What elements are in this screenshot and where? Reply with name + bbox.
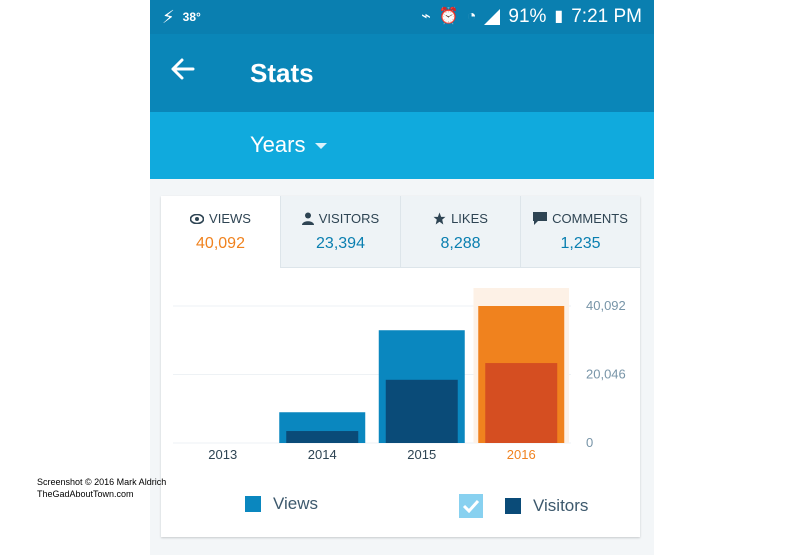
- caret-down-icon: [315, 143, 328, 149]
- legend-views: Views: [245, 494, 318, 514]
- legend-visitors: Visitors: [459, 494, 588, 518]
- stat-tabs: VIEWS 40,092 VISITORS 23,394 LIKES 8,288: [161, 196, 640, 268]
- bar-chart: 2013 2014 2015 2016 40,092 20,046 0: [161, 268, 640, 468]
- legend-swatch-views: [245, 496, 261, 512]
- y-tick-label: 0: [586, 435, 593, 450]
- tab-comments[interactable]: COMMENTS 1,235: [521, 196, 640, 268]
- tab-visitors[interactable]: VISITORS 23,394: [281, 196, 401, 268]
- page-title: Stats: [250, 58, 314, 88]
- battery-icon: ▮: [554, 8, 564, 25]
- person-icon: [301, 212, 314, 225]
- bar-chart-svg: 2013 2014 2015 2016 40,092 20,046 0: [173, 288, 626, 462]
- watermark-line-2: TheGadAboutTown.com: [37, 489, 134, 499]
- watermark-line-1: Screenshot © 2016 Mark Aldrich: [37, 477, 167, 487]
- period-label: Years: [250, 132, 306, 157]
- chart-legend: Views Visitors: [161, 486, 640, 526]
- bar-visitors: [385, 379, 458, 443]
- checkmark-icon: [462, 499, 480, 513]
- x-tick-label: 2015: [407, 447, 436, 462]
- x-tick-label: 2014: [308, 447, 337, 462]
- y-tick-label: 20,046: [586, 367, 626, 382]
- tab-likes[interactable]: LIKES 8,288: [401, 196, 521, 268]
- vibrate-icon: ⌁: [421, 8, 431, 25]
- watermark: Screenshot © 2016 Mark Aldrich TheGadAbo…: [37, 476, 166, 500]
- tab-views[interactable]: VIEWS 40,092: [161, 196, 281, 268]
- arrow-left-icon[interactable]: [170, 56, 200, 86]
- period-dropdown[interactable]: Years: [250, 132, 328, 158]
- legend-label-views: Views: [273, 494, 319, 513]
- phone-screen: ⚡ 38° ⌁ ⏰ ◔ 91% ▮ 7:21 PM Stats Years: [150, 0, 654, 555]
- status-bar: ⚡ 38° ⌁ ⏰ ◔ 91% ▮ 7:21 PM: [150, 0, 654, 34]
- tab-value-comments: 1,235: [560, 235, 601, 252]
- tab-label-visitors: VISITORS: [318, 211, 380, 226]
- star-icon: [433, 212, 446, 225]
- temperature: 38°: [182, 10, 201, 24]
- comment-icon: [533, 212, 548, 225]
- clock: 7:21 PM: [571, 6, 642, 27]
- signal-icon: [484, 9, 501, 25]
- battery-percent: 91%: [508, 6, 547, 27]
- stats-card: VIEWS 40,092 VISITORS 23,394 LIKES 8,288: [161, 196, 640, 537]
- bar-visitors: [485, 363, 558, 443]
- tab-value-views: 40,092: [196, 235, 245, 252]
- tab-label-views: VIEWS: [209, 211, 251, 226]
- tab-value-visitors: 23,394: [316, 235, 365, 252]
- eye-icon: [190, 213, 205, 224]
- legend-label-visitors: Visitors: [533, 496, 589, 515]
- app-bar: Stats: [150, 34, 654, 112]
- legend-swatch-visitors: [505, 498, 521, 514]
- visitors-checkbox[interactable]: [459, 494, 483, 518]
- alarm-icon: ⏰: [438, 8, 459, 25]
- x-tick-label: 2013: [208, 447, 237, 462]
- wifi-icon: ◔: [466, 8, 477, 25]
- lightning-icon: ⚡: [162, 7, 175, 27]
- tab-label-likes: LIKES: [451, 211, 488, 226]
- tab-label-comments: COMMENTS: [552, 211, 628, 226]
- x-tick-label: 2016: [507, 447, 536, 462]
- tab-value-likes: 8,288: [440, 235, 481, 252]
- bar-visitors: [286, 431, 359, 443]
- period-bar: Years: [150, 112, 654, 179]
- y-tick-label: 40,092: [586, 298, 626, 313]
